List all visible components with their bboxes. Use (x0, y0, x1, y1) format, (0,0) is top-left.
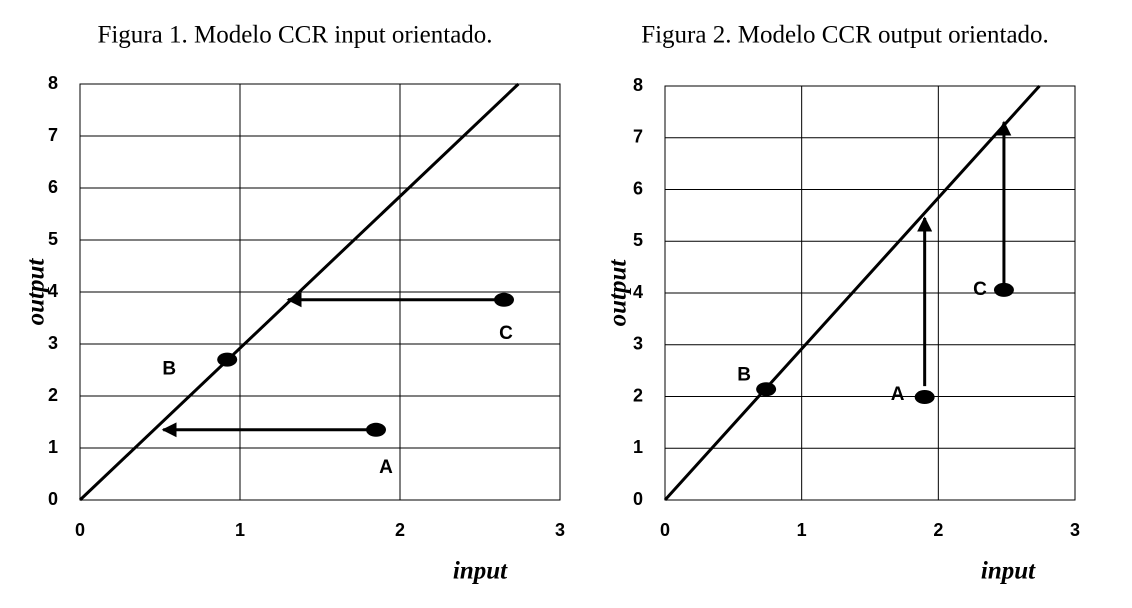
y-tick-label: 6 (633, 178, 643, 198)
chart-title: Figura 1. Modelo CCR input orientado. (97, 22, 492, 49)
dmu-point (756, 382, 777, 397)
x-tick-label: 3 (555, 520, 565, 540)
chart-title: Figura 2. Modelo CCR output orientado. (641, 22, 1049, 49)
y-tick-label: 3 (48, 333, 58, 353)
y-tick-label: 1 (633, 437, 643, 457)
plot-frame (79, 83, 561, 501)
point-label: A (379, 457, 393, 478)
point-label: B (162, 359, 176, 380)
frontier-line (78, 82, 520, 502)
y-tick-label: 0 (48, 489, 58, 509)
y-tick-label: 8 (633, 75, 643, 95)
point-label: C (499, 323, 513, 344)
x-tick-label: 2 (395, 520, 405, 540)
y-axis-label: output (605, 259, 632, 327)
x-tick-label: 3 (1070, 520, 1080, 540)
point-label: A (891, 384, 905, 405)
y-tick-label: 2 (633, 385, 643, 405)
y-tick-label: 4 (48, 281, 58, 301)
frontier-line (663, 84, 1041, 502)
y-tick-label: 6 (48, 177, 58, 197)
y-tick-label: 7 (633, 127, 643, 147)
y-tick-label: 2 (48, 385, 58, 405)
x-tick-label: 2 (933, 520, 943, 540)
point-label: C (973, 279, 987, 300)
x-tick-label: 1 (797, 520, 807, 540)
x-tick-label: 0 (75, 520, 85, 540)
dmu-point (366, 422, 386, 437)
y-tick-label: 3 (633, 334, 643, 354)
y-tick-label: 0 (633, 489, 643, 509)
y-tick-label: 7 (48, 125, 58, 145)
y-tick-label: 8 (48, 73, 58, 93)
dmu-point (217, 352, 238, 367)
x-axis-label: input (981, 558, 1036, 585)
x-tick-label: 1 (235, 520, 245, 540)
y-tick-label: 5 (633, 230, 643, 250)
x-tick-label: 0 (660, 520, 670, 540)
y-axis-label: output (23, 258, 50, 326)
x-axis-label: input (453, 558, 508, 585)
y-tick-label: 5 (48, 229, 58, 249)
dmu-point (494, 292, 514, 307)
y-tick-label: 4 (633, 282, 643, 302)
plot-frame (664, 85, 1076, 501)
dmu-point (914, 390, 935, 405)
y-tick-label: 1 (48, 437, 58, 457)
dmu-point (993, 282, 1014, 297)
point-label: B (737, 364, 751, 385)
